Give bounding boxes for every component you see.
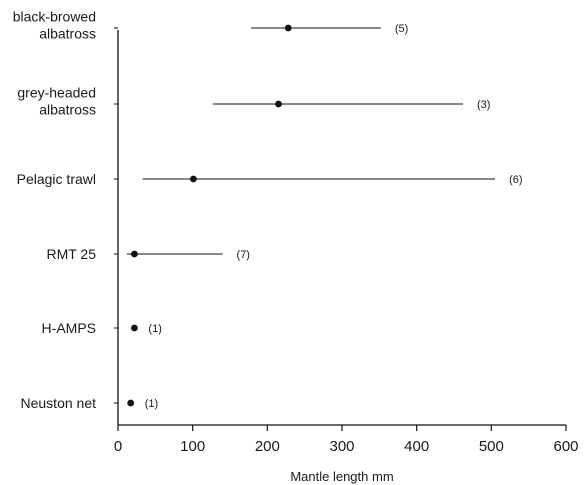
x-axis-title: Mantle length mm (290, 469, 393, 484)
x-tick-label: 500 (479, 438, 504, 455)
x-tick-label: 600 (553, 438, 578, 455)
x-tick-label: 100 (180, 438, 205, 455)
x-tick-label: 400 (404, 438, 429, 455)
category-label: albatross (39, 26, 96, 42)
mean-point (131, 250, 138, 258)
x-ticks: 0 100 200 300 400 500 600 (114, 425, 579, 455)
mean-point (275, 100, 282, 108)
mean-point (190, 175, 197, 183)
mean-point (127, 399, 135, 407)
mean-point (131, 324, 138, 332)
sample-size-label: (6) (509, 174, 522, 186)
category-label: black-browed (13, 9, 96, 25)
category-label: H-AMPS (42, 320, 96, 336)
x-tick-label: 0 (114, 438, 122, 455)
category-label: albatross (39, 102, 96, 118)
category-label: Pelagic trawl (17, 171, 96, 187)
sample-size-label: (1) (148, 323, 161, 335)
x-tick-label: 200 (255, 438, 280, 455)
sample-size-label: (7) (237, 249, 250, 261)
category-label: grey-headed (17, 85, 96, 101)
x-tick-label: 300 (329, 438, 354, 455)
sample-size-label: (1) (145, 398, 158, 410)
category-label: RMT 25 (46, 246, 96, 262)
mean-point (284, 24, 292, 32)
sample-size-label: (5) (395, 23, 408, 35)
sample-size-label: (3) (477, 99, 490, 111)
category-label: Neuston net (21, 395, 97, 411)
